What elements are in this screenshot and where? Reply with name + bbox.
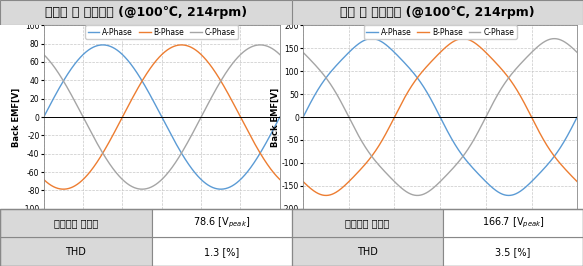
Text: 역기전력 기본파: 역기전력 기본파: [54, 218, 98, 228]
Text: 부하 시 역기전력 (@100℃, 214rpm): 부하 시 역기전력 (@100℃, 214rpm): [340, 6, 535, 19]
A-Phase: [229, 184, 236, 187]
B-Phase: [300, 180, 307, 183]
C-Phase: [410, 193, 417, 197]
A-Phase: [300, 115, 307, 119]
Bar: [0, 238, 152, 266]
C-Phase: [414, 194, 421, 197]
B-Phase: [514, 89, 521, 92]
A-Phase: [574, 115, 581, 119]
A-Phase: [145, 89, 152, 93]
C-Phase: [203, 106, 210, 109]
B-Phase: [203, 59, 210, 62]
B-Phase: [489, 57, 496, 60]
B-Phase: [519, 98, 526, 101]
B-Phase: [276, 178, 283, 181]
B-Phase: [420, 68, 427, 71]
Bar: [443, 209, 583, 238]
A-Phase: [40, 115, 47, 119]
A-Phase: [368, 37, 375, 40]
A-Phase: [514, 192, 521, 195]
Text: 역기전력 기본파: 역기전력 기본파: [345, 218, 389, 228]
C-Phase: [276, 53, 283, 56]
Line: A-Phase: A-Phase: [303, 39, 577, 196]
B-Phase: [178, 43, 185, 47]
A-Phase: [519, 188, 526, 192]
A-Phase: [99, 43, 106, 47]
Y-axis label: Back EMF[V]: Back EMF[V]: [271, 88, 280, 147]
C-Phase: [136, 187, 143, 190]
Line: B-Phase: B-Phase: [303, 39, 577, 196]
B-Phase: [136, 84, 143, 87]
Text: 1.3 [%]: 1.3 [%]: [204, 247, 239, 257]
X-axis label: Rotation angle[DegE]: Rotation angle[DegE]: [111, 223, 213, 232]
A-Phase: [420, 86, 427, 89]
C-Phase: [145, 187, 152, 190]
Text: 무부하 시 역기전력 (@100℃, 214rpm): 무부하 시 역기전력 (@100℃, 214rpm): [45, 6, 247, 19]
A-Phase: [411, 72, 418, 76]
Bar: [443, 238, 583, 266]
C-Phase: [328, 84, 335, 87]
B-Phase: [229, 100, 236, 103]
B-Phase: [574, 180, 581, 183]
Bar: [292, 238, 443, 266]
C-Phase: [551, 37, 558, 40]
A-Phase: [136, 75, 143, 78]
B-Phase: [328, 193, 335, 196]
Text: 3.5 [%]: 3.5 [%]: [496, 247, 531, 257]
Legend: A-Phase, B-Phase, C-Phase: A-Phase, B-Phase, C-Phase: [364, 26, 517, 39]
C-Phase: [574, 51, 581, 54]
A-Phase: [64, 72, 71, 76]
A-Phase: [488, 185, 495, 189]
C-Phase: [229, 62, 236, 65]
A-Phase: [225, 186, 232, 189]
Legend: A-Phase, B-Phase, C-Phase: A-Phase, B-Phase, C-Phase: [86, 26, 238, 39]
X-axis label: Rotation angle[DegE]: Rotation angle[DegE]: [389, 223, 491, 232]
Text: 166.7 [V$_{peak}$]: 166.7 [V$_{peak}$]: [482, 216, 545, 230]
B-Phase: [322, 194, 329, 197]
A-Phase: [276, 115, 283, 119]
B-Phase: [145, 70, 152, 73]
B-Phase: [60, 188, 67, 191]
Line: C-Phase: C-Phase: [44, 45, 280, 189]
B-Phase: [411, 81, 418, 84]
Y-axis label: Back EMF[V]: Back EMF[V]: [12, 88, 21, 147]
B-Phase: [459, 37, 466, 40]
C-Phase: [420, 192, 427, 196]
C-Phase: [488, 104, 495, 107]
Line: C-Phase: C-Phase: [303, 39, 577, 196]
C-Phase: [300, 51, 307, 54]
Text: THD: THD: [65, 247, 86, 257]
C-Phase: [64, 87, 71, 90]
C-Phase: [514, 66, 521, 69]
Bar: [292, 209, 443, 238]
Line: B-Phase: B-Phase: [44, 45, 280, 189]
Bar: [152, 238, 292, 266]
C-Phase: [257, 43, 264, 47]
Text: THD: THD: [357, 247, 378, 257]
C-Phase: [139, 188, 146, 191]
B-Phase: [40, 178, 47, 181]
A-Phase: [217, 188, 224, 191]
B-Phase: [65, 187, 72, 190]
Bar: [152, 209, 292, 238]
B-Phase: [225, 93, 232, 96]
Text: 78.6 [V$_{peak}$]: 78.6 [V$_{peak}$]: [193, 216, 250, 230]
A-Phase: [505, 194, 512, 197]
Bar: [0, 209, 152, 238]
C-Phase: [518, 61, 525, 64]
A-Phase: [203, 182, 210, 185]
C-Phase: [40, 53, 47, 56]
C-Phase: [224, 68, 231, 71]
A-Phase: [328, 70, 335, 73]
Line: A-Phase: A-Phase: [44, 45, 280, 189]
